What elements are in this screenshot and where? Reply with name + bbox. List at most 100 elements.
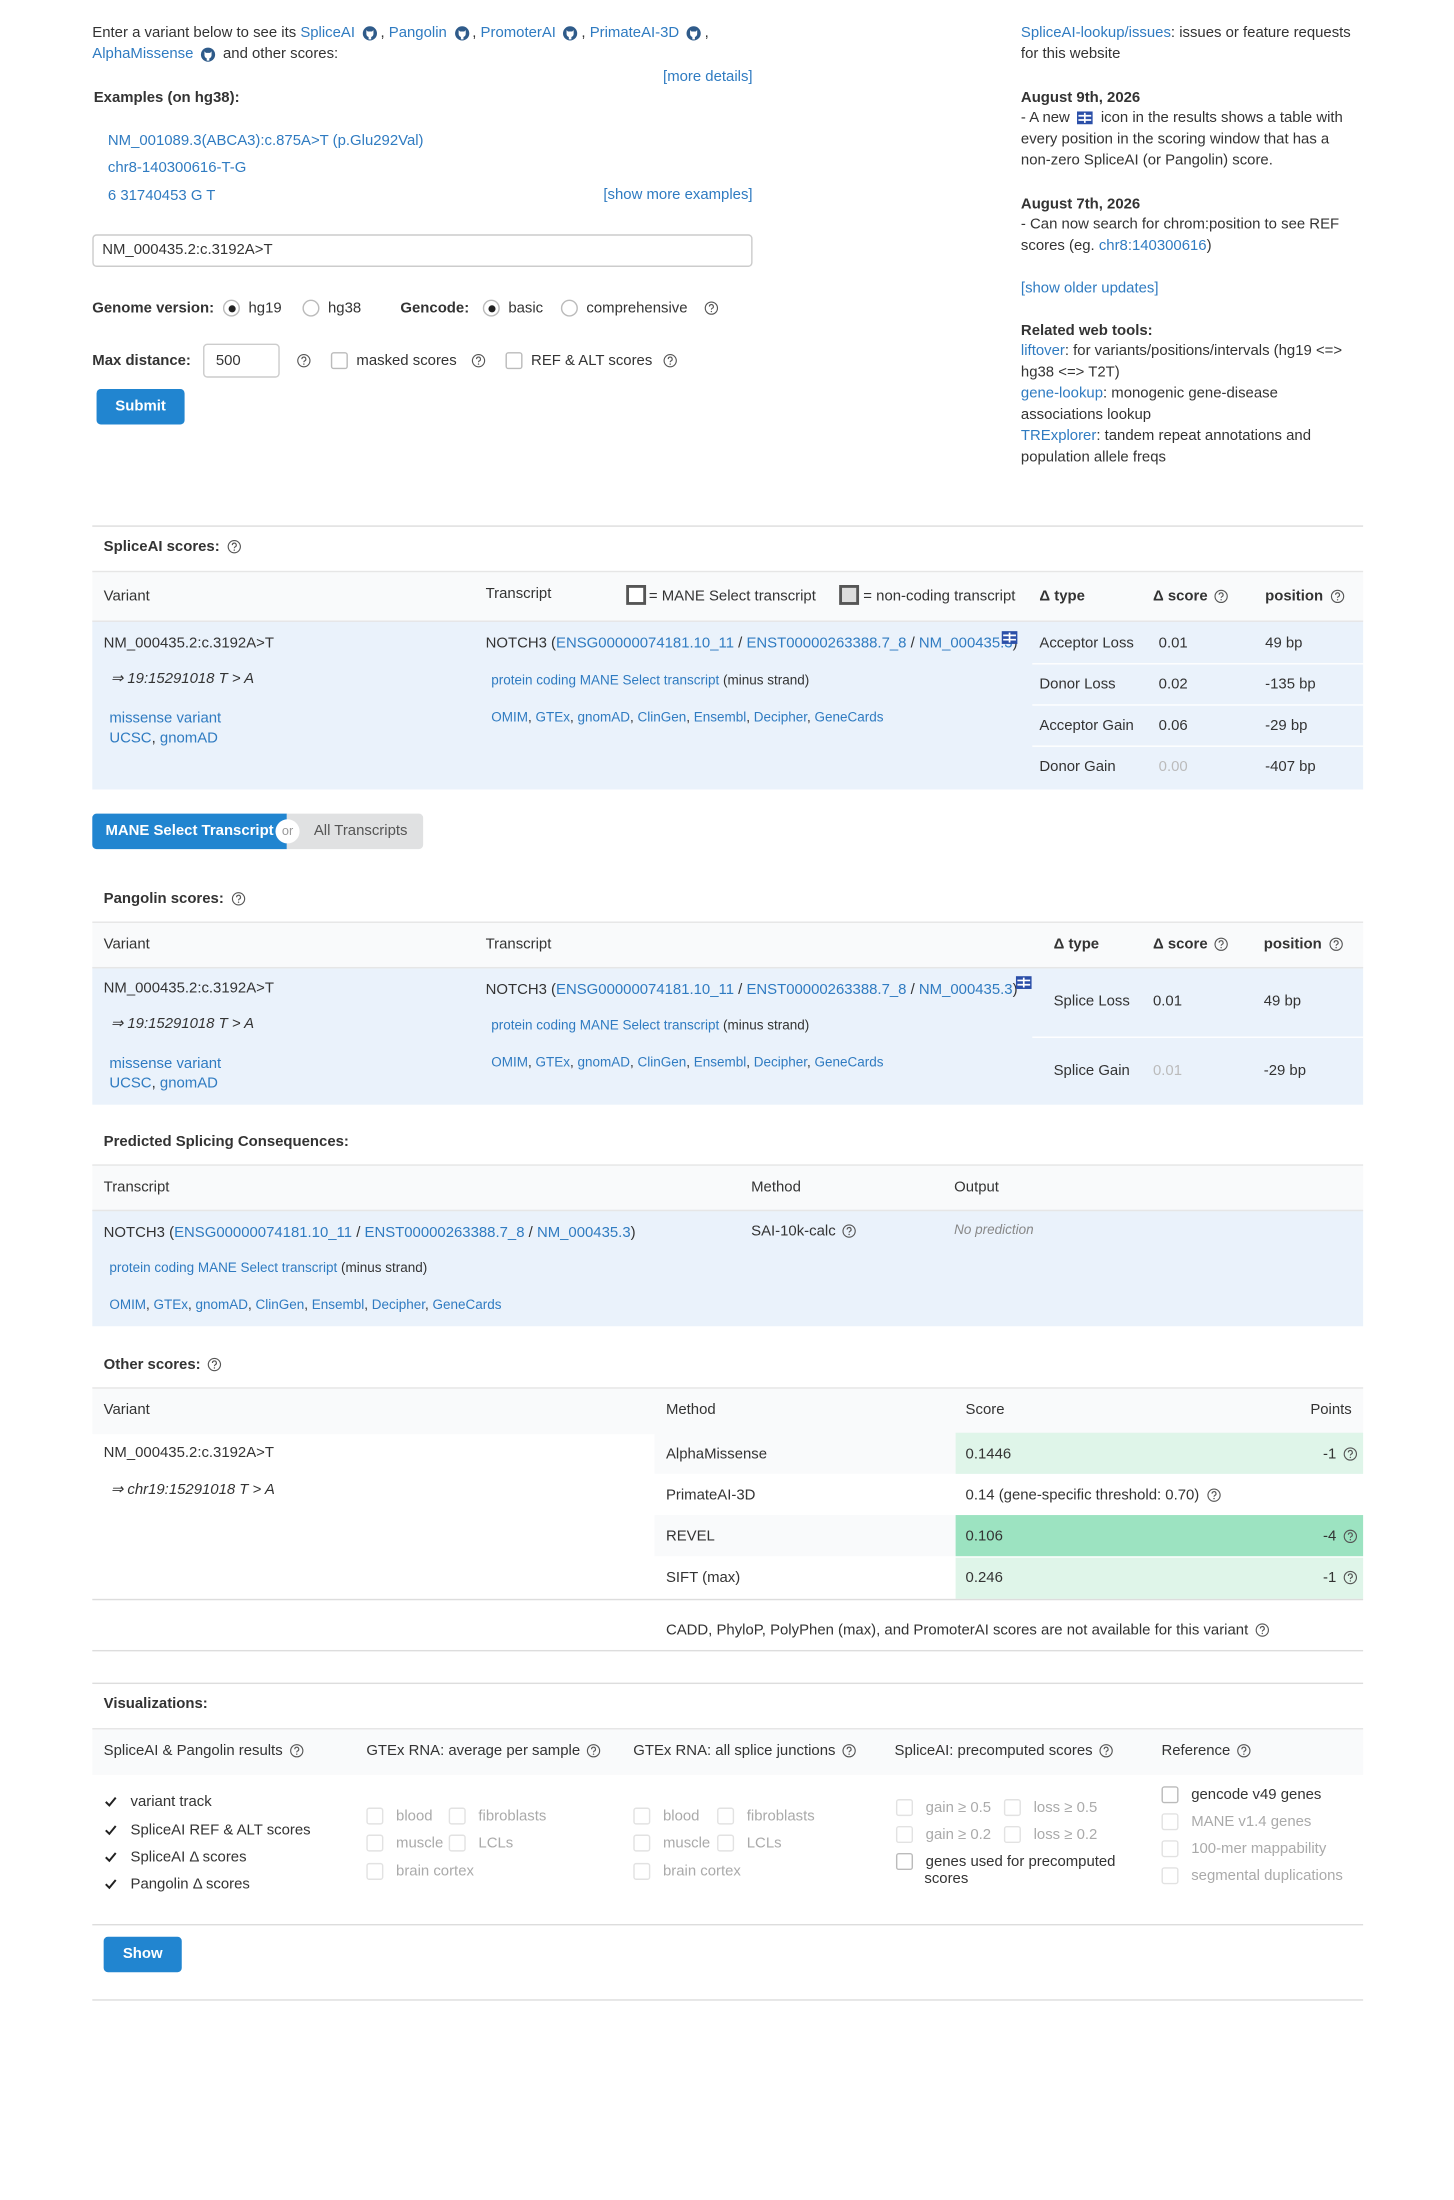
link[interactable]: gnomAD bbox=[577, 709, 630, 726]
checkbox[interactable] bbox=[717, 1834, 735, 1852]
text: and other scores: bbox=[222, 45, 339, 63]
link[interactable]: Decipher bbox=[753, 709, 807, 726]
toggle-other[interactable]: All Transcripts bbox=[286, 813, 424, 850]
link[interactable]: ENSG00000074181.10_11 bbox=[556, 634, 735, 652]
method: PrimateAI-3D bbox=[666, 1483, 755, 1506]
checkbox[interactable] bbox=[895, 1826, 914, 1844]
link[interactable]: TRExplorer bbox=[1020, 427, 1097, 445]
link[interactable]: MANE Select transcript bbox=[197, 1260, 338, 1277]
link[interactable]: GeneCards bbox=[432, 1297, 502, 1314]
checkbox[interactable] bbox=[717, 1807, 735, 1825]
submit-button[interactable]: Submit bbox=[96, 389, 185, 425]
checkbox[interactable] bbox=[103, 1877, 118, 1892]
checkbox[interactable] bbox=[633, 1834, 651, 1852]
link[interactable]: gnomAD bbox=[195, 1297, 249, 1314]
link[interactable]: NM_000435.3 bbox=[536, 1223, 631, 1242]
link[interactable]: protein coding bbox=[491, 1018, 577, 1034]
link[interactable]: ClinGen bbox=[637, 1055, 687, 1071]
link[interactable]: ClinGen bbox=[637, 709, 687, 726]
checkbox[interactable] bbox=[895, 1799, 914, 1817]
link[interactable]: UCSC bbox=[109, 1074, 152, 1092]
variant-input[interactable]: NM_000435.2:c.3192A>T bbox=[92, 234, 753, 267]
link[interactable]: SpliceAI bbox=[300, 24, 356, 42]
checkbox[interactable] bbox=[103, 1795, 118, 1810]
link[interactable]: AlphaMissense bbox=[92, 45, 194, 63]
link[interactable]: PromoterAI bbox=[480, 24, 556, 42]
link[interactable]: OMIM bbox=[491, 1055, 529, 1071]
link[interactable]: Decipher bbox=[371, 1297, 425, 1314]
link[interactable]: missense variant bbox=[109, 1055, 222, 1073]
link[interactable]: Ensembl bbox=[693, 709, 747, 726]
show-button[interactable]: Show bbox=[103, 1936, 182, 1973]
checkbox[interactable] bbox=[103, 1823, 118, 1838]
link[interactable]: chr8-140300616-T-G bbox=[107, 159, 247, 177]
link[interactable]: [show older updates] bbox=[1020, 279, 1159, 297]
link[interactable]: MANE Select transcript bbox=[579, 673, 720, 689]
checkbox[interactable] bbox=[103, 1850, 118, 1865]
checkbox[interactable] bbox=[448, 1834, 466, 1852]
link[interactable]: GeneCards bbox=[814, 709, 884, 726]
checkbox[interactable] bbox=[330, 352, 348, 370]
link[interactable]: GTEx bbox=[535, 709, 570, 726]
checkbox[interactable] bbox=[366, 1834, 384, 1852]
link[interactable]: ClinGen bbox=[255, 1297, 305, 1314]
link[interactable]: ENSG00000074181.10_11 bbox=[174, 1223, 353, 1242]
link[interactable]: ENST00000263388.7_8 bbox=[364, 1223, 525, 1242]
link[interactable]: protein coding bbox=[491, 673, 577, 689]
text: Points bbox=[1310, 1401, 1352, 1419]
label: August 9th, 2026 bbox=[1020, 89, 1141, 107]
toggle-selected[interactable]: MANE Select Transcript bbox=[92, 813, 287, 850]
link[interactable]: Ensembl bbox=[693, 1055, 747, 1071]
checkbox[interactable] bbox=[1161, 1840, 1179, 1858]
link[interactable]: UCSC bbox=[109, 729, 152, 747]
link[interactable]: 6 31740453 G T bbox=[107, 186, 216, 204]
link[interactable]: NM_000435.3 bbox=[918, 981, 1013, 999]
link[interactable]: protein coding bbox=[109, 1260, 195, 1277]
link[interactable]: OMIM bbox=[109, 1297, 147, 1314]
link[interactable]: NM_001089.3(ABCA3):c.875A>T (p.Glu292Val… bbox=[107, 132, 424, 150]
link[interactable]: Decipher bbox=[753, 1055, 807, 1071]
link[interactable]: chr8:140300616 bbox=[1098, 237, 1207, 255]
link[interactable]: gnomAD bbox=[159, 729, 218, 747]
radio[interactable] bbox=[482, 299, 500, 317]
link[interactable]: [more details] bbox=[663, 68, 753, 86]
link[interactable]: gnomAD bbox=[159, 1074, 218, 1092]
checkbox[interactable] bbox=[366, 1807, 384, 1825]
link[interactable]: [show more examples] bbox=[603, 186, 753, 204]
radio[interactable] bbox=[560, 299, 578, 317]
checkbox[interactable] bbox=[1003, 1799, 1021, 1817]
link[interactable]: Pangolin bbox=[388, 24, 447, 42]
link[interactable]: SpliceAI-lookup/issues bbox=[1020, 24, 1171, 42]
transcript-tags: protein coding MANE Select transcript (m… bbox=[491, 1015, 809, 1038]
checkbox[interactable] bbox=[633, 1863, 651, 1881]
link[interactable]: ENST00000263388.7_8 bbox=[746, 981, 907, 999]
link[interactable]: PrimateAI-3D bbox=[589, 24, 680, 42]
checkbox[interactable] bbox=[1161, 1867, 1179, 1885]
link[interactable]: NM_000435.3 bbox=[918, 634, 1013, 652]
checkbox[interactable] bbox=[895, 1853, 914, 1871]
link[interactable]: liftover bbox=[1020, 342, 1065, 360]
checkbox[interactable] bbox=[448, 1807, 466, 1825]
link[interactable]: ENST00000263388.7_8 bbox=[746, 634, 907, 652]
link[interactable]: missense variant bbox=[109, 709, 222, 727]
link[interactable]: Ensembl bbox=[311, 1297, 365, 1314]
checkbox[interactable] bbox=[1003, 1826, 1021, 1844]
radio[interactable] bbox=[302, 299, 320, 317]
table-icon bbox=[1001, 631, 1018, 645]
radio[interactable] bbox=[222, 299, 240, 317]
link[interactable]: OMIM bbox=[491, 709, 529, 726]
link[interactable]: MANE Select transcript bbox=[579, 1018, 720, 1034]
link[interactable]: gnomAD bbox=[577, 1055, 630, 1071]
checkbox[interactable] bbox=[505, 352, 523, 370]
option-label: gencode v49 genes bbox=[1191, 1786, 1322, 1804]
link[interactable]: ENSG00000074181.10_11 bbox=[556, 981, 735, 999]
checkbox[interactable] bbox=[633, 1807, 651, 1825]
link[interactable]: GTEx bbox=[535, 1055, 570, 1071]
link[interactable]: GeneCards bbox=[814, 1055, 884, 1071]
checkbox[interactable] bbox=[1161, 1813, 1179, 1831]
checkbox[interactable] bbox=[1161, 1786, 1179, 1804]
max-distance-input[interactable]: 500 bbox=[203, 343, 280, 378]
link[interactable]: GTEx bbox=[153, 1297, 189, 1314]
checkbox[interactable] bbox=[366, 1863, 384, 1881]
link[interactable]: gene-lookup bbox=[1020, 384, 1103, 402]
